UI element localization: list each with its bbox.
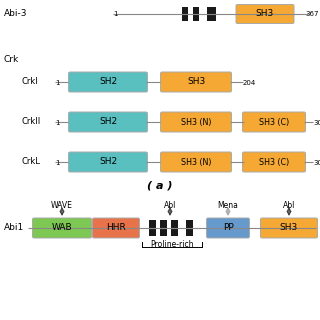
Text: 367: 367: [305, 11, 318, 17]
Bar: [148, 220, 156, 236]
FancyBboxPatch shape: [243, 112, 306, 132]
Text: SH3 (C): SH3 (C): [259, 157, 289, 166]
Text: SH3: SH3: [280, 223, 298, 233]
Text: SH3 (C): SH3 (C): [259, 117, 289, 126]
Text: 1: 1: [55, 160, 60, 166]
Text: SH2: SH2: [99, 117, 117, 126]
Text: WAVE: WAVE: [51, 201, 73, 210]
Text: Abi1: Abi1: [4, 223, 24, 233]
FancyBboxPatch shape: [68, 112, 148, 132]
Text: 1: 1: [55, 80, 60, 86]
Bar: [193, 7, 199, 21]
Bar: [206, 7, 215, 21]
Text: SH3: SH3: [256, 10, 274, 19]
FancyBboxPatch shape: [206, 218, 250, 238]
Text: SH2: SH2: [99, 77, 117, 86]
Text: Crk: Crk: [4, 55, 19, 65]
FancyBboxPatch shape: [243, 152, 306, 172]
Text: SH3: SH3: [187, 77, 205, 86]
Text: CrkII: CrkII: [22, 117, 41, 126]
Text: 204: 204: [243, 80, 256, 86]
Text: CrkL: CrkL: [22, 157, 41, 166]
FancyBboxPatch shape: [68, 152, 148, 172]
FancyBboxPatch shape: [161, 152, 231, 172]
Bar: [159, 220, 166, 236]
Text: 1: 1: [113, 11, 117, 17]
Text: ( a ): ( a ): [147, 180, 173, 190]
Bar: [182, 7, 188, 21]
Text: WAB: WAB: [52, 223, 72, 233]
FancyBboxPatch shape: [161, 112, 231, 132]
Text: Abl: Abl: [283, 201, 295, 210]
FancyBboxPatch shape: [92, 218, 140, 238]
Text: 1: 1: [55, 120, 60, 126]
Text: Mena: Mena: [218, 201, 238, 210]
Text: Abl: Abl: [164, 201, 176, 210]
Text: Proline-rich: Proline-rich: [150, 240, 194, 249]
Text: Abi-3: Abi-3: [4, 10, 28, 19]
FancyBboxPatch shape: [236, 4, 294, 23]
FancyBboxPatch shape: [260, 218, 317, 238]
Text: 303: 303: [313, 160, 320, 166]
Text: SH3 (N): SH3 (N): [181, 117, 211, 126]
FancyBboxPatch shape: [161, 72, 231, 92]
FancyBboxPatch shape: [33, 218, 92, 238]
Bar: [171, 220, 178, 236]
Text: HHR: HHR: [106, 223, 126, 233]
Text: 304: 304: [313, 120, 320, 126]
Text: CrkI: CrkI: [22, 77, 39, 86]
Bar: [186, 220, 193, 236]
Text: PP: PP: [223, 223, 233, 233]
FancyBboxPatch shape: [68, 72, 148, 92]
Text: SH3 (N): SH3 (N): [181, 157, 211, 166]
Text: SH2: SH2: [99, 157, 117, 166]
